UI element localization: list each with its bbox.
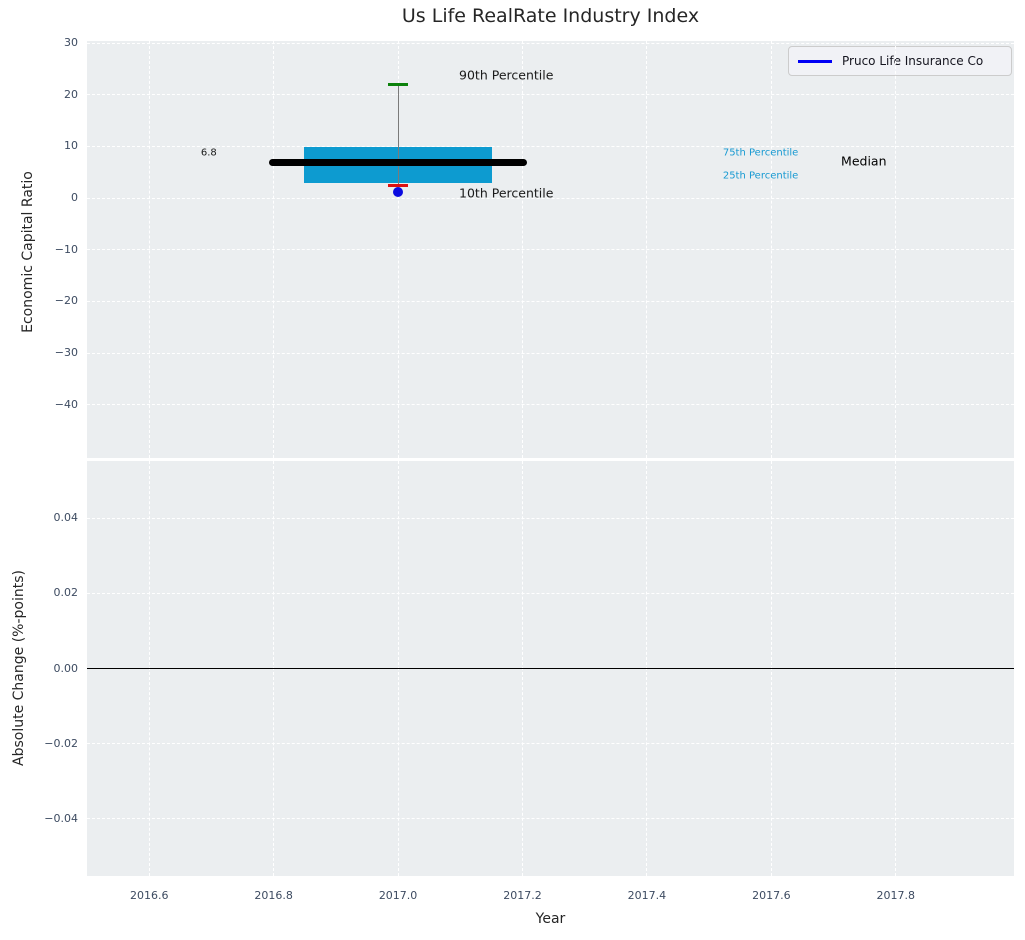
x-tick-label: 2017.6 [752,889,791,902]
y-tick-label: 0.00 [53,661,79,675]
gridline-y [87,42,1014,44]
y-tick-label: 0.04 [53,511,79,525]
y-tick-label: −0.02 [44,736,78,750]
x-tick-label: 2017.0 [378,889,418,902]
x-tick-label: 2016.6 [129,889,169,902]
y-tick-label: 30 [64,36,78,50]
gridline-y [87,404,1014,406]
y-tick-label: 20 [64,87,78,101]
company-marker [393,186,404,197]
median-line [269,159,527,167]
whisker-line [397,84,399,186]
annotation-median: Median [841,153,887,169]
p10-cap [388,184,409,188]
p90-cap [388,82,409,86]
y-tick-label: −0.04 [44,811,78,825]
annotation-25th-percentile: 25th Percentile [722,170,799,182]
gridline-y [87,517,1014,519]
annotation-75th-percentile: 75th Percentile [722,147,799,159]
x-tick-label: 2017.8 [876,889,916,902]
gridline-y [87,197,1014,199]
x-tick-label: 2016.8 [254,889,293,902]
gridline-y [87,300,1014,302]
gridline-y [87,145,1014,147]
chart-title: Us Life RealRate Industry Index [401,5,700,27]
annotation-10th-percentile: 10th Percentile [459,185,554,201]
y-tick-label: 0.02 [53,586,79,600]
annotation-90th-percentile: 90th Percentile [459,67,554,83]
y-tick-label: −10 [54,242,78,256]
gridline-y [87,94,1014,96]
zero-line [87,667,1014,670]
y-tick-label: −40 [54,397,78,411]
x-tick-label: 2017.4 [627,889,667,902]
y-tick-label: 10 [64,139,78,153]
x-axis-label: Year [535,911,566,927]
gridline-y [87,592,1014,594]
y-tick-label: −20 [54,294,78,308]
annotation-6.8: 6.8 [200,147,217,159]
gridline-y [87,818,1014,820]
y-tick-label: −30 [54,346,78,360]
legend-label: Pruco Life Insurance Co [842,54,984,68]
legend: Pruco Life Insurance Co [788,46,1012,76]
y-tick-label: 0 [71,191,78,205]
gridline-y [87,352,1014,354]
gridline-y [87,249,1014,251]
gridline-y [87,743,1014,745]
legend-line-swatch [798,59,832,63]
x-tick-label: 2017.2 [503,889,542,902]
